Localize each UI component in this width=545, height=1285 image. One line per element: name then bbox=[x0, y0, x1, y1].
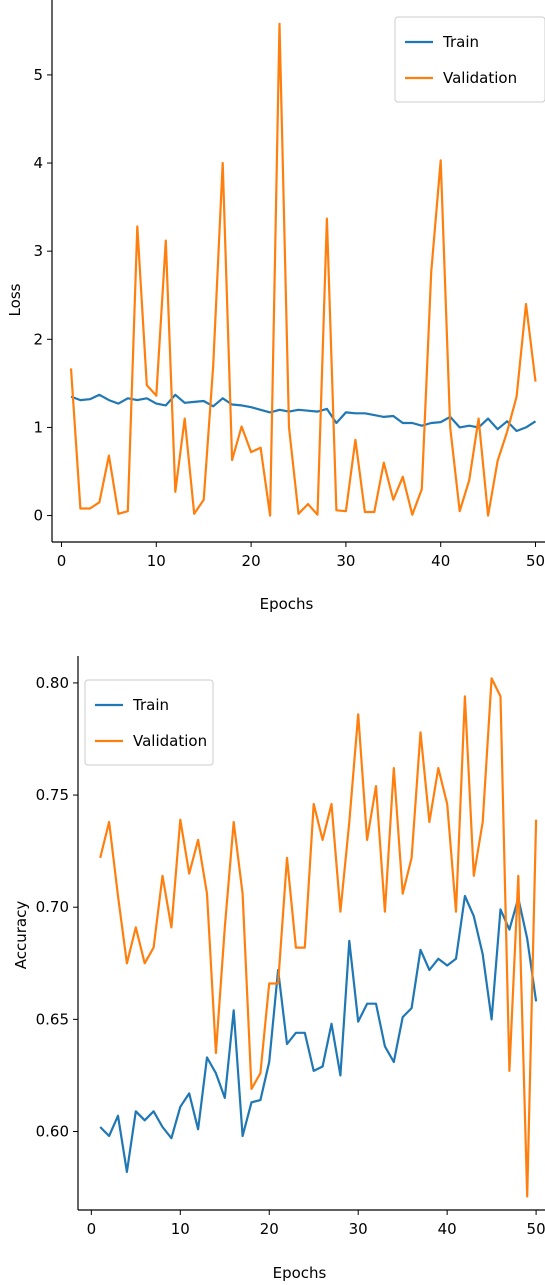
legend-label-validation: Validation bbox=[133, 732, 207, 750]
x-tick: 50 bbox=[526, 542, 545, 570]
series-line-validation bbox=[69, 22, 537, 517]
y-tick-label: 0.75 bbox=[36, 786, 69, 804]
y-tick: 0.65 bbox=[36, 1010, 78, 1028]
x-tick: 30 bbox=[349, 1210, 368, 1238]
y-tick: 0.80 bbox=[36, 674, 78, 692]
chart-accuracy: 0 10 20 30 40 50 0.60 0.65 0.70 0.75 0.80 Epochs Acc… bbox=[12, 656, 545, 1282]
x-tick-label: 0 bbox=[87, 1220, 97, 1238]
x-tick: 20 bbox=[260, 1210, 279, 1238]
x-tick-label: 50 bbox=[526, 552, 545, 570]
y-tick: 2 bbox=[33, 330, 52, 348]
x-tick-label: 30 bbox=[349, 1220, 368, 1238]
legend: Train Validation bbox=[394, 16, 545, 103]
x-tick: 20 bbox=[242, 542, 261, 570]
x-tick-label: 10 bbox=[171, 1220, 190, 1238]
series-line-train bbox=[70, 393, 537, 433]
x-tick-label: 20 bbox=[260, 1220, 279, 1238]
y-tick-label: 0.70 bbox=[36, 898, 69, 916]
x-tick-label: 10 bbox=[147, 552, 166, 570]
x-tick-label: 0 bbox=[57, 552, 67, 570]
y-tick-label: 0.80 bbox=[36, 674, 69, 692]
y-tick: 3 bbox=[33, 242, 52, 260]
y-tick: 0.70 bbox=[36, 898, 78, 916]
y-tick: 5 bbox=[33, 66, 52, 84]
x-tick: 40 bbox=[431, 542, 450, 570]
y-tick-label: 0.65 bbox=[36, 1010, 69, 1028]
y-tick: 0 bbox=[33, 507, 52, 525]
series-line-validation bbox=[99, 677, 538, 1198]
x-tick: 10 bbox=[147, 542, 166, 570]
y-tick-label: 0 bbox=[33, 507, 43, 525]
y-tick: 0.75 bbox=[36, 786, 78, 804]
x-axis-label: Epochs bbox=[260, 595, 314, 613]
x-tick-label: 20 bbox=[242, 552, 261, 570]
y-tick-label: 4 bbox=[33, 154, 43, 172]
y-tick-label: 3 bbox=[33, 242, 43, 260]
legend-box bbox=[394, 16, 545, 103]
x-tick: 50 bbox=[527, 1210, 545, 1238]
series-line-train bbox=[99, 894, 538, 1174]
legend-box bbox=[84, 679, 214, 766]
y-tick: 4 bbox=[33, 154, 52, 172]
chart-loss: 0 10 20 30 40 50 0 1 2 3 4 5 Epochs Loss Train Validati… bbox=[6, 0, 545, 613]
y-axis-label: Accuracy bbox=[12, 901, 30, 970]
legend-label-train: Train bbox=[442, 33, 479, 51]
x-tick: 30 bbox=[336, 542, 355, 570]
y-tick: 1 bbox=[33, 418, 52, 436]
y-tick-label: 5 bbox=[33, 66, 43, 84]
x-tick: 10 bbox=[171, 1210, 190, 1238]
y-tick-label: 2 bbox=[33, 330, 43, 348]
x-tick-label: 40 bbox=[431, 552, 450, 570]
y-axis-label: Loss bbox=[6, 283, 24, 316]
y-tick-label: 0.60 bbox=[36, 1122, 69, 1140]
legend-label-validation: Validation bbox=[443, 69, 517, 87]
legend: Train Validation bbox=[84, 679, 214, 766]
x-tick-label: 40 bbox=[438, 1220, 457, 1238]
x-tick: 0 bbox=[87, 1210, 97, 1238]
x-tick-label: 50 bbox=[527, 1220, 545, 1238]
x-tick: 40 bbox=[438, 1210, 457, 1238]
x-tick: 0 bbox=[57, 542, 67, 570]
y-tick: 0.60 bbox=[36, 1122, 78, 1140]
x-tick-label: 30 bbox=[336, 552, 355, 570]
x-axis-label: Epochs bbox=[273, 1264, 327, 1282]
y-tick-label: 1 bbox=[33, 418, 43, 436]
legend-label-train: Train bbox=[132, 696, 169, 714]
